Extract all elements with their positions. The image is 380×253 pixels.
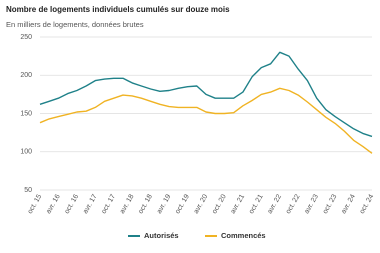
chart-title: Nombre de logements individuels cumulés …	[6, 5, 230, 14]
series-line	[39, 87, 373, 154]
x-tick-label: oct. 19	[174, 193, 191, 215]
legend-label[interactable]: Commencés	[221, 231, 266, 240]
x-tick-label: oct. 15	[27, 193, 44, 215]
chart-subtitle: En milliers de logements, données brutes	[6, 20, 144, 29]
y-tick-label: 150	[20, 110, 32, 117]
x-tick-label: avr. 20	[193, 193, 210, 215]
x-tick-label: avr. 17	[82, 193, 99, 215]
x-tick-label: avr. 19	[156, 193, 173, 215]
x-tick-label: oct. 24	[359, 193, 376, 215]
x-tick-label: avr. 22	[267, 193, 284, 215]
x-tick-label: avr. 18	[119, 193, 136, 215]
x-tick-label: oct. 22	[285, 193, 302, 215]
x-tick-label: avr. 24	[340, 193, 357, 215]
x-tick-label: avr. 16	[45, 193, 62, 215]
y-tick-label: 50	[24, 187, 32, 194]
x-tick-label: oct. 21	[248, 193, 265, 215]
x-tick-label: avr. 21	[230, 193, 247, 215]
x-tick-label: oct. 18	[137, 193, 154, 215]
legend-label[interactable]: Autorisés	[144, 231, 179, 240]
y-tick-label: 200	[20, 72, 32, 79]
x-tick-label: avr. 23	[303, 193, 320, 215]
series-line	[39, 51, 373, 138]
y-tick-label: 100	[20, 149, 32, 156]
y-tick-label: 250	[20, 34, 32, 41]
x-tick-label: oct. 23	[322, 193, 339, 215]
x-tick-label: oct. 16	[64, 193, 81, 215]
x-tick-label: oct. 20	[211, 193, 228, 215]
x-tick-label: oct. 17	[101, 193, 118, 215]
